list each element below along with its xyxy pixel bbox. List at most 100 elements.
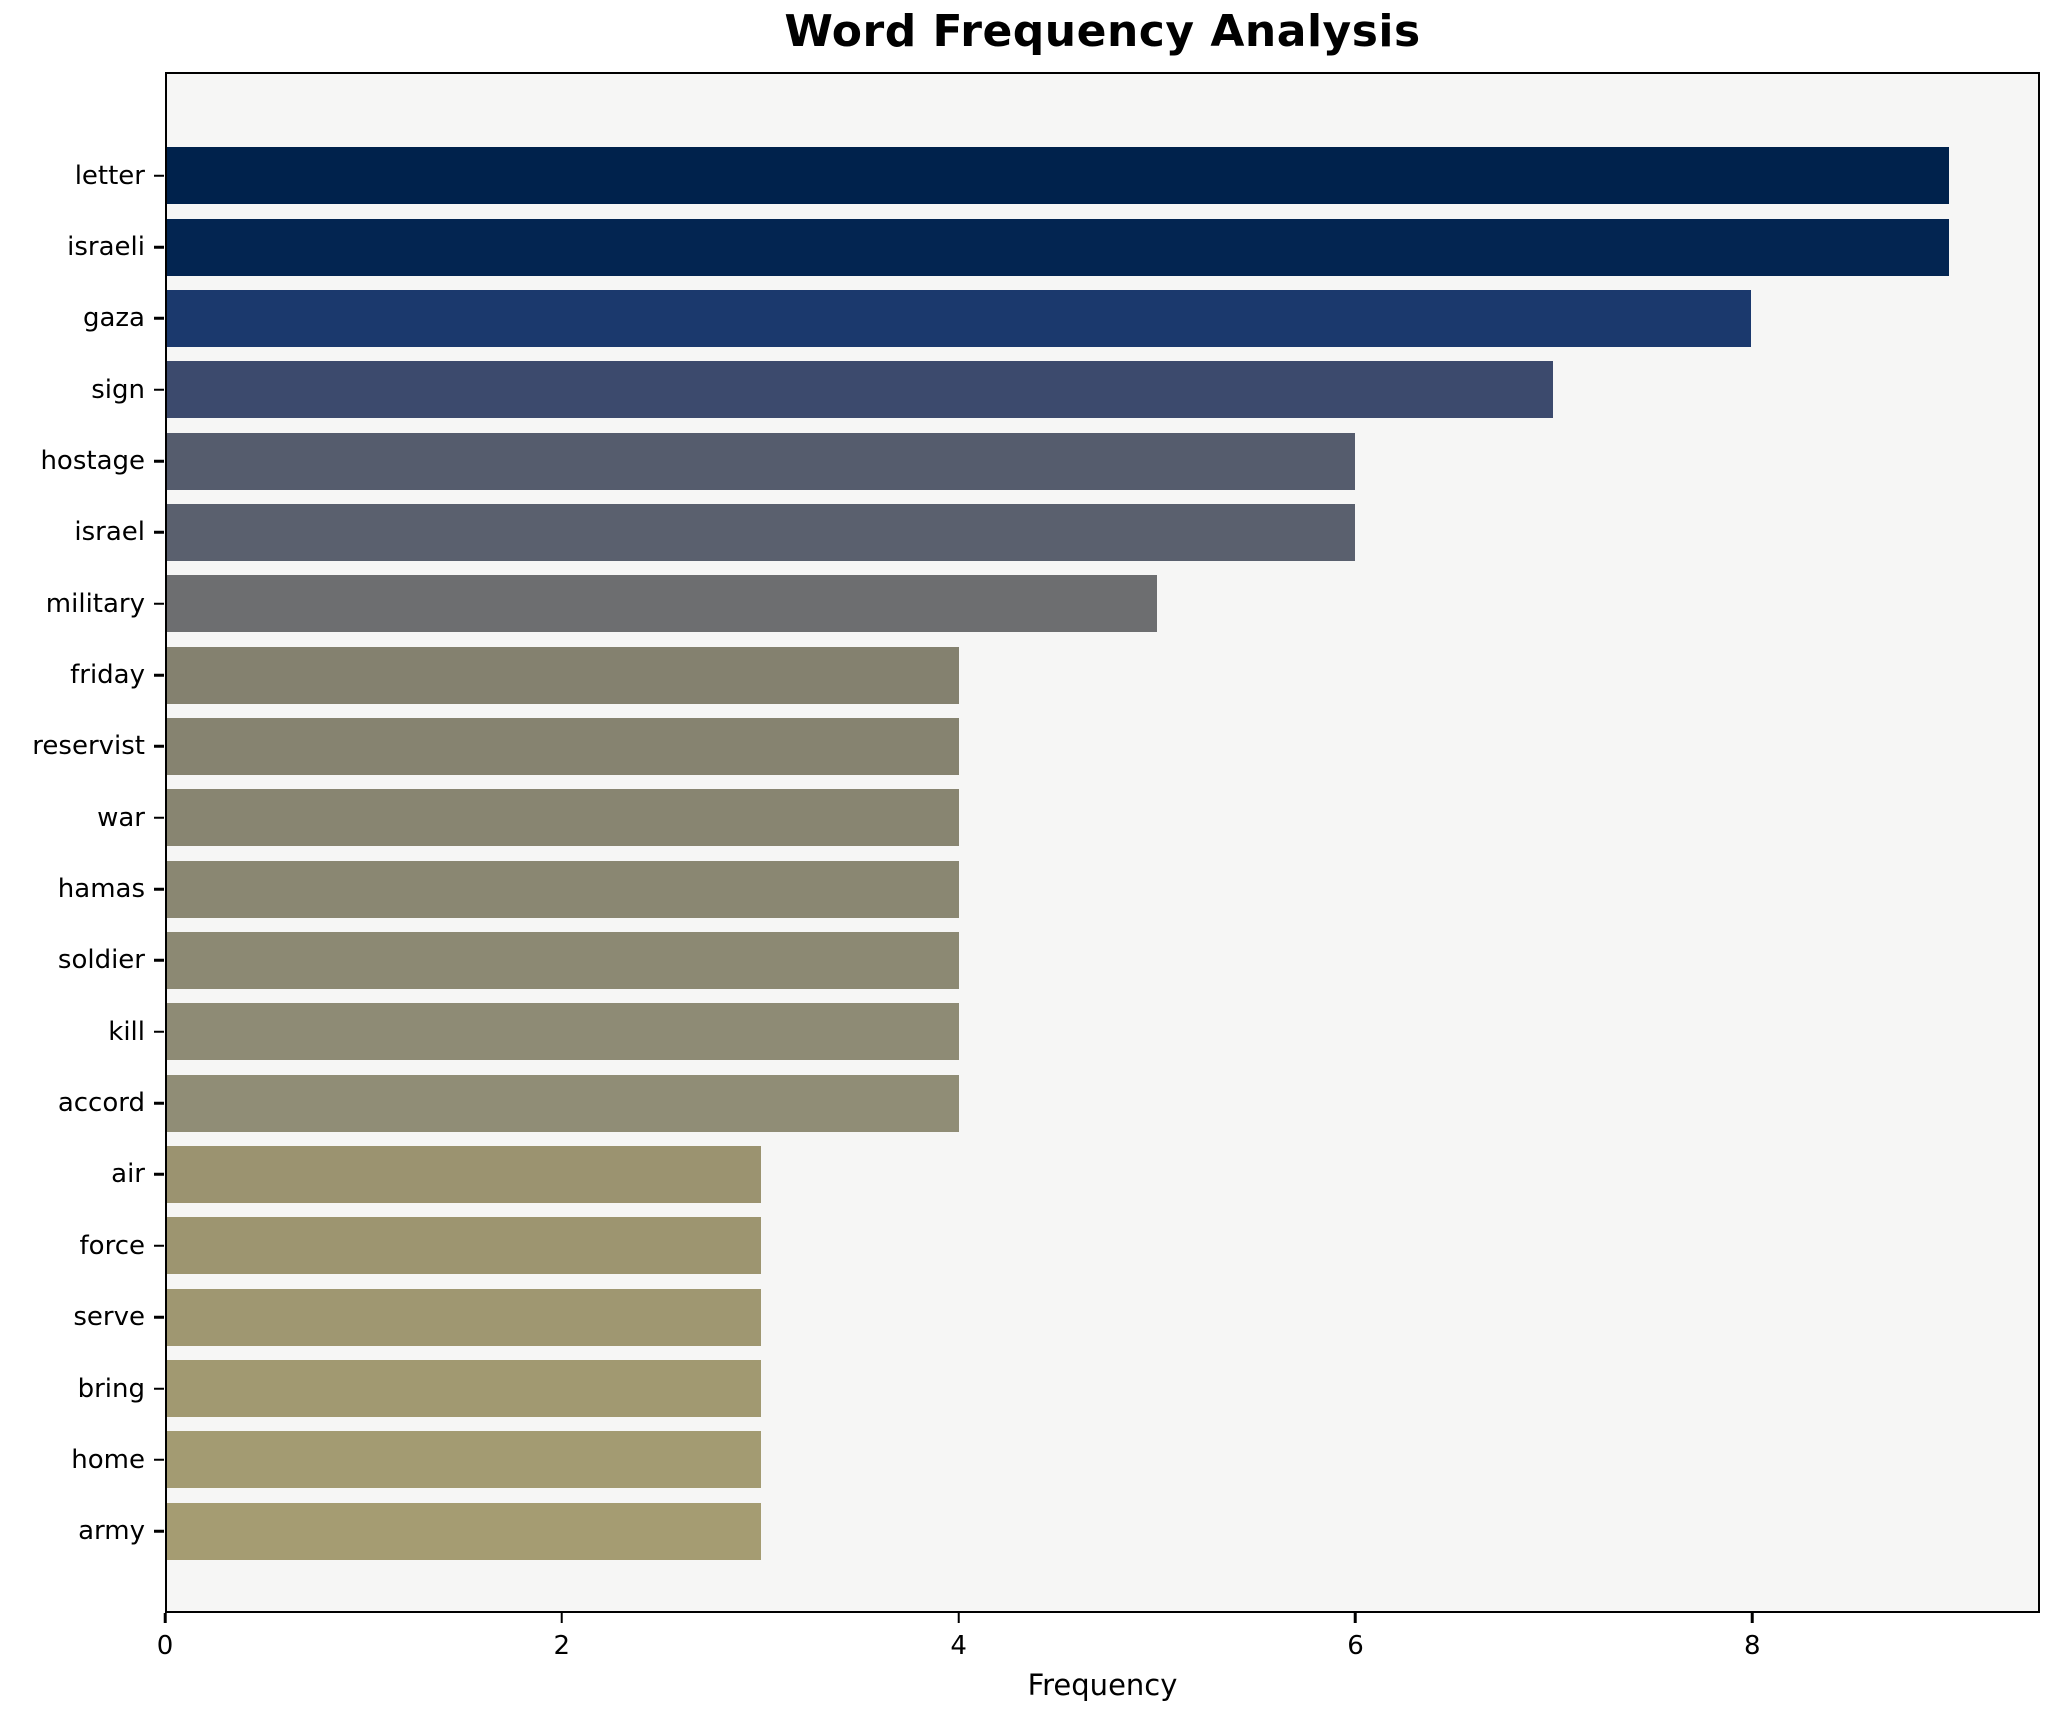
y-tick-mark: [154, 1529, 164, 1533]
bar-home: [167, 1431, 761, 1489]
bar-row: letter: [75, 140, 2038, 211]
bar-air: [167, 1145, 761, 1203]
bar-row: friday: [70, 639, 2038, 710]
bar-serve: [167, 1288, 761, 1346]
y-tick-label-accord: accord: [57, 1088, 145, 1119]
bar-row: kill: [108, 996, 2038, 1067]
y-tick-label-letter: letter: [74, 160, 145, 191]
x-tick-mark: [957, 1613, 960, 1623]
y-tick-mark: [154, 1244, 164, 1248]
y-tick-mark: [154, 245, 164, 249]
y-tick-label-bring: bring: [77, 1373, 145, 1404]
bar-row: israel: [74, 497, 2038, 568]
bar-row: serve: [73, 1282, 2038, 1353]
bar-accord: [167, 1074, 959, 1132]
bar-row: reservist: [32, 711, 2038, 782]
bar-row: sign: [91, 354, 2038, 425]
y-tick-label-serve: serve: [73, 1302, 145, 1333]
bar-row: military: [46, 568, 2038, 639]
y-tick-label-home: home: [71, 1444, 145, 1475]
y-tick-mark: [154, 602, 164, 605]
bar-friday: [167, 646, 959, 704]
y-tick-mark: [154, 1030, 164, 1034]
bar-gaza: [167, 289, 1751, 347]
y-tick-mark: [154, 887, 164, 891]
bar-letter: [167, 147, 1949, 205]
y-tick-label-israeli: israeli: [67, 232, 145, 263]
y-tick-mark: [154, 959, 164, 962]
y-tick-label-friday: friday: [70, 660, 145, 691]
y-tick-label-hostage: hostage: [40, 446, 145, 477]
bar-israel: [167, 503, 1355, 561]
x-axis: 0 2 4 6 8: [157, 1613, 2040, 1673]
x-tick-label: 6: [1347, 1631, 1364, 1661]
bar-military: [167, 575, 1157, 633]
x-tick-label: 0: [156, 1631, 174, 1661]
y-tick-label-military: military: [45, 588, 145, 619]
bar-sign: [167, 361, 1553, 419]
y-tick-mark: [154, 531, 164, 534]
x-tick-mark: [1354, 1613, 1357, 1623]
x-tick: 4: [950, 1613, 967, 1661]
x-tick-label: 8: [1744, 1631, 1761, 1661]
y-tick-mark: [154, 745, 164, 748]
y-tick-mark: [154, 388, 164, 391]
bar-row: hostage: [40, 425, 2038, 496]
bar-kill: [167, 1003, 959, 1061]
y-tick-label-air: air: [111, 1159, 145, 1190]
bar-row: soldier: [58, 925, 2038, 996]
y-tick-label-army: army: [78, 1516, 145, 1547]
bar-row: hamas: [58, 853, 2038, 924]
x-tick-label: 2: [553, 1631, 571, 1661]
x-tick-label: 4: [950, 1631, 967, 1661]
bar-hostage: [167, 432, 1355, 490]
y-tick-label-israel: israel: [74, 517, 145, 548]
y-tick-mark: [154, 1458, 164, 1462]
bar-war: [167, 789, 959, 847]
y-tick-mark: [154, 673, 164, 677]
bar-row: air: [111, 1139, 2038, 1210]
x-tick-mark: [560, 1613, 564, 1623]
y-tick-label-force: force: [79, 1230, 145, 1261]
x-axis-label: Frequency: [1027, 1668, 1178, 1702]
bar-row: gaza: [83, 283, 2038, 354]
y-tick-label-gaza: gaza: [82, 303, 145, 334]
bar-israeli: [167, 218, 1949, 276]
plot-area: letter israeli gaza sign hostage israel milita…: [32, 72, 2040, 1613]
bar-row: home: [71, 1424, 2038, 1495]
bar-force: [167, 1217, 761, 1275]
y-tick-mark: [154, 1387, 164, 1390]
chart-title: Word Frequency Analysis: [784, 6, 1421, 57]
bars-container: letter israeli gaza sign hostage israel milita…: [32, 140, 2038, 1567]
bar-reservist: [167, 717, 959, 775]
y-tick-mark: [154, 317, 164, 320]
y-tick-label-soldier: soldier: [57, 945, 145, 976]
bar-row: force: [80, 1210, 2038, 1281]
bar-row: bring: [78, 1353, 2038, 1424]
y-tick-label-sign: sign: [91, 374, 145, 405]
x-tick: 6: [1347, 1613, 1364, 1661]
x-tick: 2: [553, 1613, 571, 1661]
bar-army: [167, 1502, 761, 1560]
y-tick-label-hamas: hamas: [57, 874, 145, 905]
y-tick-mark: [154, 1315, 164, 1319]
y-tick-mark: [154, 459, 164, 463]
x-tick: 8: [1744, 1613, 1761, 1661]
y-tick-mark: [154, 174, 164, 177]
bar-row: accord: [58, 1067, 2038, 1138]
y-tick-label-war: war: [97, 802, 145, 833]
bar-hamas: [167, 860, 959, 918]
y-tick-mark: [154, 1101, 164, 1105]
y-tick-label-kill: kill: [108, 1016, 145, 1047]
x-tick: 0: [156, 1613, 174, 1661]
y-tick-label-reservist: reservist: [32, 731, 145, 762]
bar-soldier: [167, 931, 959, 989]
bar-row: war: [97, 782, 2038, 853]
y-tick-mark: [154, 816, 164, 820]
bar-row: israeli: [67, 211, 2038, 282]
bar-row: army: [78, 1496, 2038, 1567]
x-tick-mark: [163, 1613, 167, 1623]
x-tick-mark: [1751, 1613, 1754, 1623]
y-tick-mark: [154, 1173, 164, 1176]
